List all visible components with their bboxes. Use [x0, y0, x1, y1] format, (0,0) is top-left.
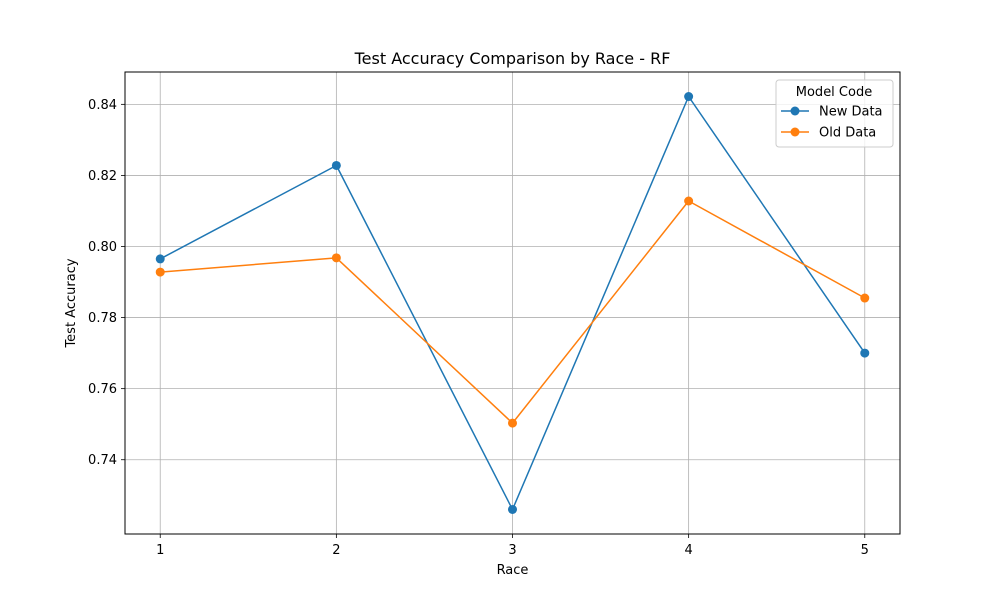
y-tick-label: 0.74 [88, 453, 117, 468]
y-tick-label: 0.84 [88, 98, 117, 113]
y-tick-label: 0.76 [88, 382, 117, 397]
data-point [860, 293, 870, 303]
y-axis-title: Test Accuracy [64, 258, 79, 348]
legend-label: Old Data [819, 126, 876, 141]
y-tick-label: 0.80 [88, 240, 117, 255]
x-tick-label: 3 [508, 543, 516, 558]
data-point [155, 254, 165, 264]
y-tick-label: 0.78 [88, 311, 117, 326]
legend: Model Code New Data Old Data [775, 79, 894, 148]
x-tick-label: 1 [156, 543, 164, 558]
y-tick-label: 0.82 [88, 169, 117, 184]
legend-marker [790, 127, 800, 137]
chart-title: Test Accuracy Comparison by Race - RF [354, 49, 671, 68]
data-point [331, 160, 341, 170]
data-point [508, 418, 517, 428]
series-lines [155, 92, 870, 514]
data-point [331, 253, 341, 263]
legend-box [775, 79, 894, 148]
data-point [508, 504, 517, 514]
x-tick-label: 2 [332, 543, 340, 558]
data-point [155, 267, 165, 277]
legend-marker [790, 106, 800, 116]
data-point [860, 348, 870, 358]
x-tick-label: 4 [684, 543, 692, 558]
legend-title: Model Code [796, 85, 872, 100]
x-axis-ticks: 1 2 3 4 5 [156, 534, 869, 558]
data-point [684, 196, 694, 206]
y-axis-ticks: 0.74 0.76 0.78 0.80 0.82 0.84 [88, 98, 125, 468]
legend-label: New Data [819, 105, 883, 120]
data-point [684, 92, 694, 102]
x-axis-title: Race [497, 563, 529, 578]
x-tick-label: 5 [861, 543, 869, 558]
